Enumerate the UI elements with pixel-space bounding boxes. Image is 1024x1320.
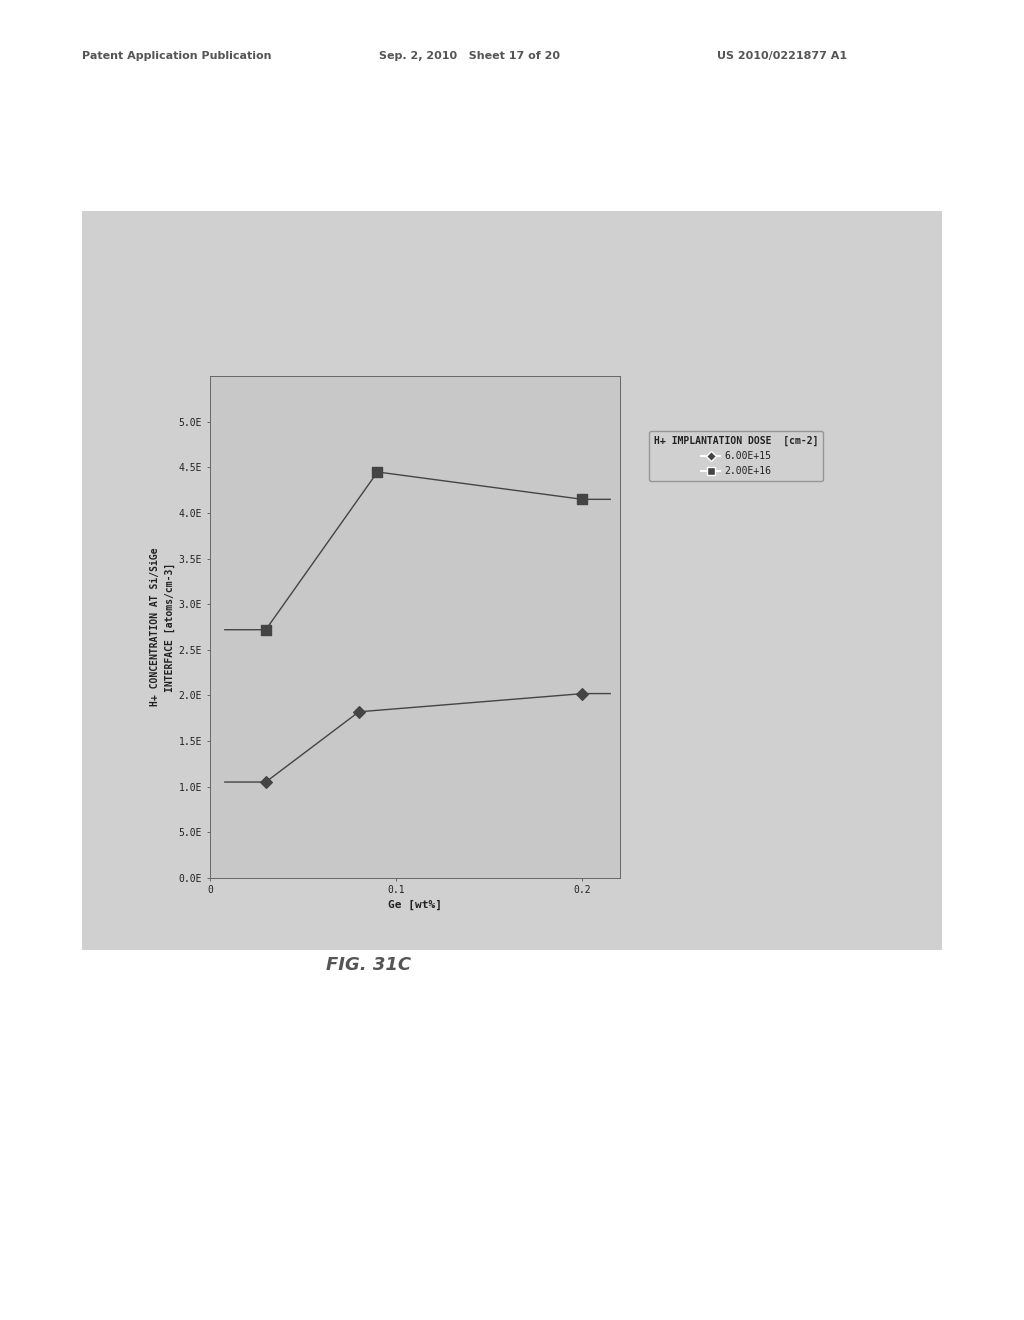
Legend: 6.00E+15, 2.00E+16: 6.00E+15, 2.00E+16 bbox=[649, 432, 823, 480]
Point bbox=[350, 701, 367, 722]
Text: Patent Application Publication: Patent Application Publication bbox=[82, 51, 271, 62]
Text: US 2010/0221877 A1: US 2010/0221877 A1 bbox=[717, 51, 847, 62]
Y-axis label: H+ CONCENTRATION AT Si/SiGe
INTERFACE [atoms/cm-3]: H+ CONCENTRATION AT Si/SiGe INTERFACE [a… bbox=[151, 548, 175, 706]
Point bbox=[574, 682, 591, 704]
Point bbox=[258, 619, 274, 640]
Point bbox=[258, 771, 274, 792]
X-axis label: Ge [wt%]: Ge [wt%] bbox=[388, 900, 441, 909]
Text: FIG. 31C: FIG. 31C bbox=[326, 956, 412, 974]
Point bbox=[370, 462, 386, 483]
Text: Sep. 2, 2010   Sheet 17 of 20: Sep. 2, 2010 Sheet 17 of 20 bbox=[379, 51, 560, 62]
Point bbox=[574, 488, 591, 510]
